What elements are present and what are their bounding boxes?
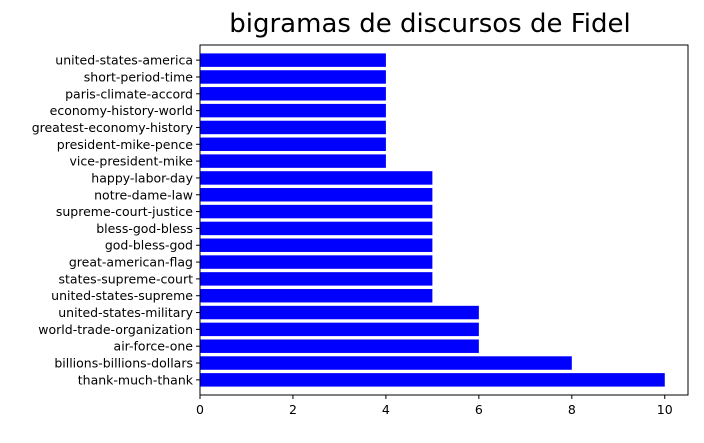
bar [200, 305, 479, 320]
y-tick-label: president-mike-pence [57, 137, 193, 152]
bar [200, 238, 433, 252]
bar [200, 272, 433, 286]
y-tick-label: paris-climate-accord [65, 86, 193, 101]
x-tick-label: 8 [568, 402, 576, 417]
chart-title: bigramas de discursos de Fidel [229, 9, 630, 39]
y-tick-label: united-states-military [58, 305, 193, 320]
y-tick-label: god-bless-god [105, 238, 193, 253]
y-tick-label: bless-god-bless [96, 221, 193, 236]
bar [200, 154, 386, 168]
y-tick-labels: thank-much-thankbillions-billions-dollar… [32, 53, 200, 387]
bar [200, 171, 433, 185]
bar [200, 255, 433, 269]
y-tick-label: world-trade-organization [38, 322, 193, 337]
y-tick-label: vice-president-mike [69, 154, 193, 169]
bar [200, 53, 386, 67]
y-tick-label: happy-labor-day [91, 170, 193, 185]
bar [200, 70, 386, 84]
bar [200, 322, 479, 337]
x-tick-label: 6 [475, 402, 483, 417]
y-tick-label: thank-much-thank [78, 372, 194, 387]
y-tick-label: short-period-time [84, 69, 194, 84]
bar [200, 339, 479, 353]
y-tick-label: united-states-america [55, 53, 193, 68]
y-tick-label: economy-history-world [50, 103, 193, 118]
bar [200, 137, 386, 152]
bar [200, 373, 665, 387]
y-tick-label: united-states-supreme [51, 288, 193, 303]
bar [200, 288, 433, 303]
bar [200, 103, 386, 118]
bars-group [200, 53, 665, 387]
y-tick-label: great-american-flag [69, 255, 193, 270]
x-tick-label: 2 [289, 402, 297, 417]
y-tick-label: states-supreme-court [59, 271, 194, 286]
bar [200, 120, 386, 135]
y-tick-label: billions-billions-dollars [54, 356, 193, 371]
x-tick-label: 4 [382, 402, 390, 417]
y-tick-label: notre-dame-law [94, 187, 193, 202]
bar [200, 87, 386, 101]
bar [200, 188, 433, 202]
plot-frame [199, 44, 689, 396]
x-tick-label: 0 [196, 402, 204, 417]
bar [200, 221, 433, 236]
x-ticks: 0 2 4 6 8 10 [196, 395, 673, 417]
y-tick-label: air-force-one [114, 339, 194, 354]
bar [200, 204, 433, 219]
x-tick-label: 10 [657, 402, 673, 417]
bar [200, 356, 572, 370]
y-tick-label: supreme-court-justice [56, 204, 193, 219]
y-tick-label: greatest-economy-history [32, 120, 194, 135]
